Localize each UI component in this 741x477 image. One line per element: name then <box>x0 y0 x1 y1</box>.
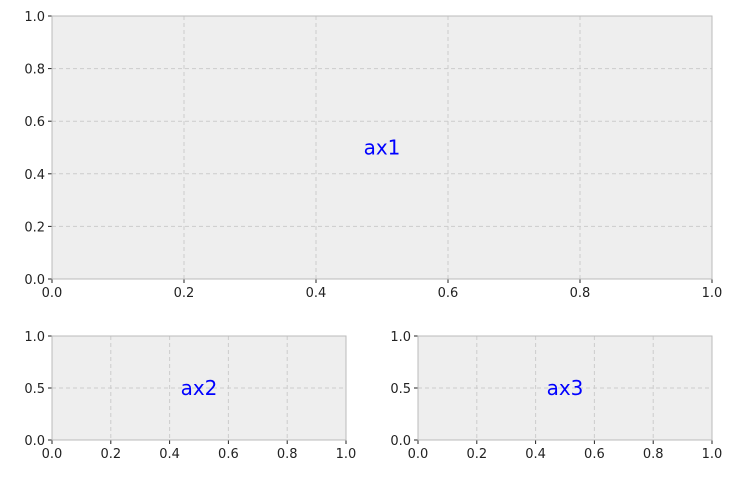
y-tick-label: 0.2 <box>24 220 45 235</box>
axes-annotation: ax3 <box>547 376 584 400</box>
x-tick-label: 0.0 <box>42 286 63 301</box>
axes-ax1: 0.0 0.2 0.4 0.6 0.8 1.0 0.0 0.2 0.4 0.6 0.8 1.0 ax1 <box>24 10 722 301</box>
y-tick-label: 0.5 <box>24 382 45 397</box>
axes-ax2: 0.0 0.2 0.4 0.6 0.8 1.0 0.0 0.5 1.0 ax2 <box>24 330 356 462</box>
x-tick-label: 0.6 <box>584 447 605 462</box>
x-tick-label: 0.2 <box>100 447 121 462</box>
y-tick-label: 0.6 <box>24 115 45 130</box>
x-tick-label: 0.8 <box>570 286 591 301</box>
axes-spines <box>417 335 713 441</box>
y-tick-label: 0.0 <box>24 434 45 449</box>
x-tick-label: 0.4 <box>525 447 546 462</box>
x-tick-label: 0.2 <box>174 286 195 301</box>
axes-spines <box>51 15 713 280</box>
y-tick-label: 1.0 <box>390 330 411 345</box>
axes-annotation: ax1 <box>364 136 401 160</box>
x-tick-label: 0.6 <box>218 447 239 462</box>
y-tick-label: 0.5 <box>390 382 411 397</box>
x-tick-label: 1.0 <box>702 286 723 301</box>
axes-spines <box>51 335 347 441</box>
x-tick-label: 0.6 <box>438 286 459 301</box>
x-tick-label: 1.0 <box>702 447 723 462</box>
y-tick-label: 0.4 <box>24 168 45 183</box>
y-tick-label: 0.0 <box>390 434 411 449</box>
x-tick-label: 0.4 <box>159 447 180 462</box>
x-tick-label: 0.8 <box>643 447 664 462</box>
x-tick-label: 0.2 <box>466 447 487 462</box>
x-tick-label: 0.8 <box>277 447 298 462</box>
x-tick-label: 0.0 <box>42 447 63 462</box>
y-tick-label: 0.8 <box>24 63 45 78</box>
plot-area <box>52 16 712 279</box>
y-tick-label: 1.0 <box>24 10 45 25</box>
axes-annotation: ax2 <box>181 376 218 400</box>
x-tick-label: 0.0 <box>408 447 429 462</box>
x-tick-label: 0.4 <box>306 286 327 301</box>
y-tick-label: 1.0 <box>24 330 45 345</box>
axes-ax3: 0.0 0.2 0.4 0.6 0.8 1.0 0.0 0.5 1.0 ax3 <box>390 330 722 462</box>
x-tick-label: 1.0 <box>336 447 357 462</box>
y-tick-label: 0.0 <box>24 273 45 288</box>
